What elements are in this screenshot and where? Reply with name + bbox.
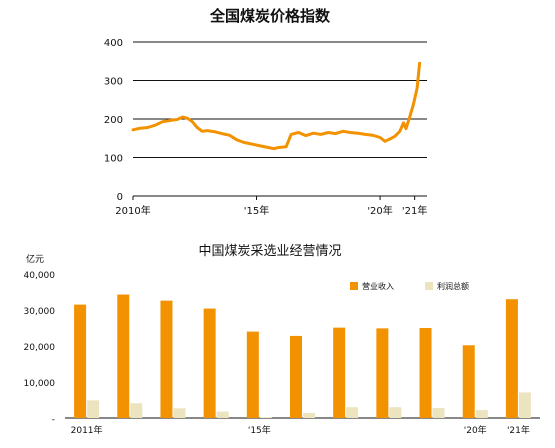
legend-revenue-label: 营业收入: [362, 281, 394, 291]
profit-bar: [130, 403, 143, 418]
profit-bar: [518, 392, 531, 418]
profit-bar: [216, 411, 229, 418]
bar-chart-x-tick-label: '15年: [248, 424, 271, 436]
revenue-bar: [117, 294, 130, 418]
line-chart-y-tick-label: 400: [104, 38, 123, 49]
line-chart-x-tick-label: '21年: [402, 204, 427, 217]
legend-profit-label: 利润总额: [437, 281, 469, 291]
line-chart-y-tick-label: 200: [104, 115, 123, 126]
line-chart-y-tick-label: 100: [104, 154, 123, 165]
legend-revenue-swatch: [350, 282, 358, 290]
line-chart-title: 全国煤炭价格指数: [209, 7, 331, 25]
bar-chart-x-tick-label: '20年: [464, 424, 487, 436]
revenue-bar: [419, 328, 432, 418]
revenue-bar: [74, 304, 87, 418]
line-chart-x-tick-label: '15年: [244, 204, 269, 217]
line-chart-x-tick-label: '20年: [367, 204, 392, 217]
profit-bar: [475, 410, 488, 418]
bar-chart-y-tick-label: 20,000: [24, 343, 56, 353]
line-chart-x-tick-label: 2010年: [115, 204, 150, 217]
profit-bar: [432, 407, 445, 418]
line-chart-x-ticks: 2010年 '15年 '20年 '21年: [115, 196, 427, 217]
price-index-series-line: [131, 61, 422, 151]
bar-chart-title: 中国煤炭采选业经营情况: [198, 244, 341, 259]
line-chart-y-tick-label: 300: [104, 77, 123, 88]
profit-bar: [259, 417, 272, 418]
mining-operations-bar-chart: 中国煤炭采选业经营情况 亿元 - 10,000 20,000 30,000 40,000…: [24, 244, 540, 436]
bar-chart-y-tick-label: -: [52, 415, 55, 425]
profit-bar: [389, 407, 402, 418]
bar-chart-y-unit-label: 亿元: [26, 253, 44, 265]
line-chart-y-tick-label: 0: [117, 192, 123, 203]
revenue-bar: [246, 331, 259, 418]
revenue-bar: [333, 327, 346, 418]
bar-chart-y-tick-label: 10,000: [24, 379, 56, 389]
price-index-line-chart: 全国煤炭价格指数 0 100 200 300 400 2010年 '15年 '20年 '21年: [104, 7, 427, 217]
profit-bar: [173, 408, 186, 418]
revenue-bar: [462, 345, 475, 418]
profit-bar: [346, 407, 359, 418]
line-chart-grid: [133, 41, 427, 197]
bar-chart-y-ticks: - 10,000 20,000 30,000 40,000: [24, 271, 56, 425]
bar-chart-y-tick-label: 30,000: [24, 307, 56, 317]
legend-profit-swatch: [425, 282, 433, 290]
bar-chart-y-tick-label: 40,000: [24, 271, 56, 281]
revenue-bar: [376, 328, 389, 418]
bar-chart-x-ticks: 2011年 '15年 '20年 '21年: [71, 424, 530, 436]
bar-chart-legend: 营业收入 利润总额: [350, 281, 469, 291]
revenue-bar: [160, 300, 173, 418]
bar-chart-bars: [74, 294, 531, 418]
profit-bar: [303, 412, 315, 418]
bar-chart-x-tick-label: '21年: [507, 424, 530, 436]
price-index-points: [132, 63, 420, 149]
line-chart-y-ticks: 0 100 200 300 400: [104, 38, 123, 203]
revenue-bar: [290, 335, 302, 418]
revenue-bar: [505, 299, 518, 418]
bar-chart-x-tick-label: 2011年: [71, 424, 103, 436]
revenue-bar: [203, 308, 216, 418]
profit-bar: [87, 400, 100, 418]
